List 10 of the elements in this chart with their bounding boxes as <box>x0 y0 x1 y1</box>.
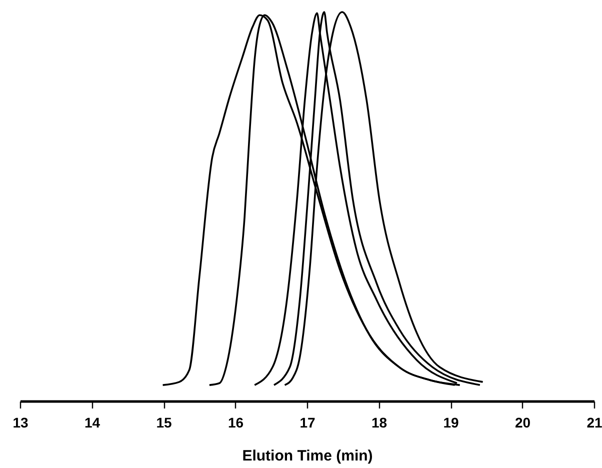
x-axis-title: Elution Time (min) <box>242 448 373 464</box>
x-tick-label: 19 <box>443 414 459 430</box>
x-tick-label: 18 <box>371 414 388 430</box>
x-tick-label: 17 <box>300 414 316 430</box>
x-tick-label: 13 <box>12 414 28 430</box>
x-tick-label: 21 <box>586 414 602 430</box>
x-tick-label: 15 <box>156 414 172 430</box>
x-tick-label: 20 <box>514 414 531 430</box>
x-tick-label: 16 <box>228 414 244 430</box>
x-tick-label: 14 <box>84 414 100 430</box>
